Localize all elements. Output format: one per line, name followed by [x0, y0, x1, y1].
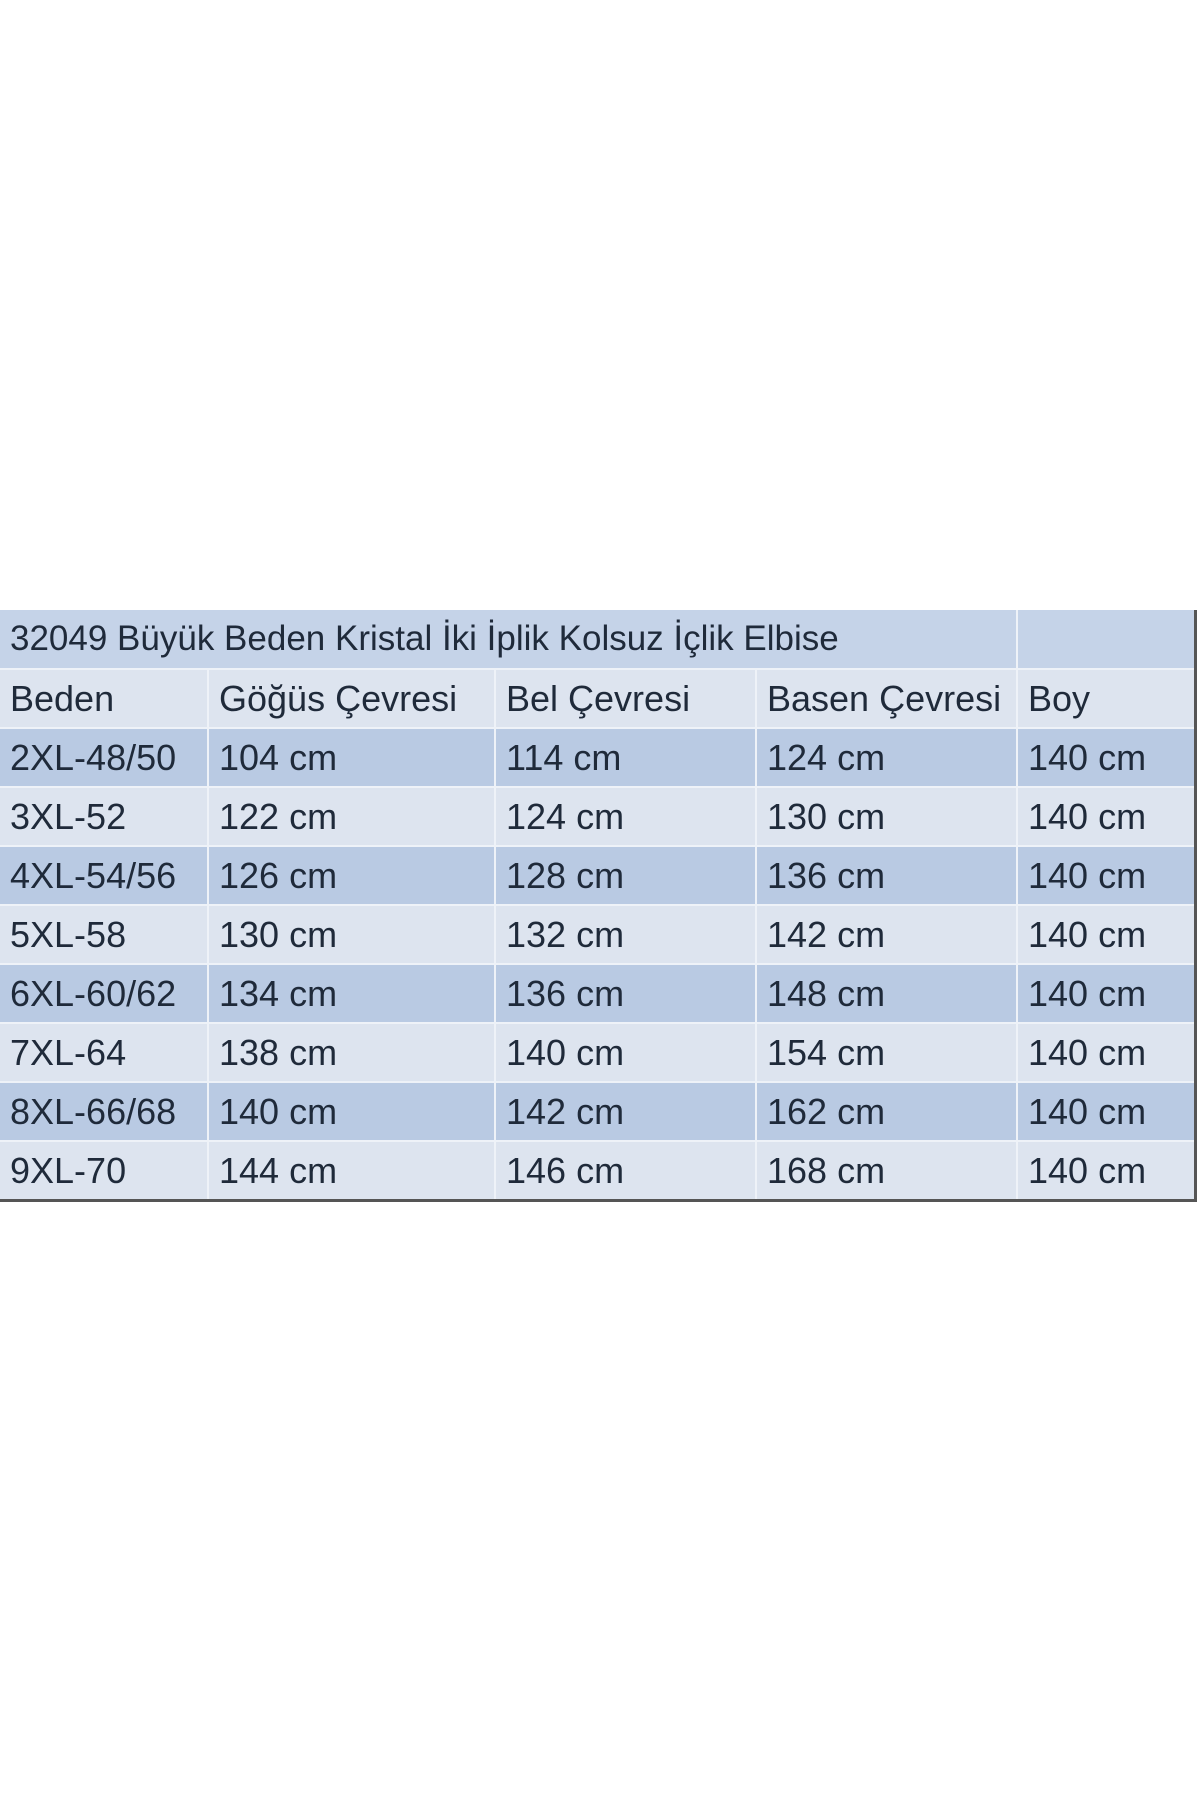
table-row: 4XL-54/56 126 cm 128 cm 136 cm 140 cm — [0, 846, 1196, 906]
cell-length: 140 cm — [1017, 728, 1196, 788]
cell-chest: 138 cm — [208, 1023, 496, 1083]
cell-hip: 148 cm — [756, 964, 1018, 1024]
cell-length: 140 cm — [1017, 1141, 1196, 1202]
cell-size: 3XL-52 — [0, 787, 209, 847]
cell-chest: 140 cm — [208, 1082, 496, 1142]
cell-length: 140 cm — [1017, 905, 1196, 965]
header-row: Beden Göğüs Çevresi Bel Çevresi Basen Çe… — [0, 669, 1196, 729]
cell-waist: 132 cm — [495, 905, 757, 965]
cell-waist: 142 cm — [495, 1082, 757, 1142]
header-length: Boy — [1017, 669, 1196, 729]
header-size: Beden — [0, 669, 209, 729]
cell-size: 8XL-66/68 — [0, 1082, 209, 1142]
cell-hip: 162 cm — [756, 1082, 1018, 1142]
title-row: 32049 Büyük Beden Kristal İki İplik Kols… — [0, 610, 1196, 670]
cell-waist: 114 cm — [495, 728, 757, 788]
cell-hip: 142 cm — [756, 905, 1018, 965]
table-row: 5XL-58 130 cm 132 cm 142 cm 140 cm — [0, 905, 1196, 965]
size-chart-table: 32049 Büyük Beden Kristal İki İplik Kols… — [0, 610, 1197, 1202]
cell-chest: 134 cm — [208, 964, 496, 1024]
header-hip: Basen Çevresi — [756, 669, 1018, 729]
cell-chest: 122 cm — [208, 787, 496, 847]
cell-length: 140 cm — [1017, 846, 1196, 906]
cell-waist: 146 cm — [495, 1141, 757, 1202]
cell-waist: 128 cm — [495, 846, 757, 906]
cell-size: 6XL-60/62 — [0, 964, 209, 1024]
cell-waist: 140 cm — [495, 1023, 757, 1083]
header-waist: Bel Çevresi — [495, 669, 757, 729]
cell-size: 7XL-64 — [0, 1023, 209, 1083]
cell-hip: 136 cm — [756, 846, 1018, 906]
cell-hip: 168 cm — [756, 1141, 1018, 1202]
cell-size: 9XL-70 — [0, 1141, 209, 1202]
table-row: 8XL-66/68 140 cm 142 cm 162 cm 140 cm — [0, 1082, 1196, 1142]
cell-waist: 136 cm — [495, 964, 757, 1024]
table-title: 32049 Büyük Beden Kristal İki İplik Kols… — [0, 610, 1018, 670]
table-row: 9XL-70 144 cm 146 cm 168 cm 140 cm — [0, 1141, 1196, 1202]
cell-chest: 144 cm — [208, 1141, 496, 1202]
cell-size: 4XL-54/56 — [0, 846, 209, 906]
cell-length: 140 cm — [1017, 1082, 1196, 1142]
cell-size: 2XL-48/50 — [0, 728, 209, 788]
cell-chest: 130 cm — [208, 905, 496, 965]
cell-length: 140 cm — [1017, 964, 1196, 1024]
cell-length: 140 cm — [1017, 787, 1196, 847]
table-row: 3XL-52 122 cm 124 cm 130 cm 140 cm — [0, 787, 1196, 847]
cell-hip: 124 cm — [756, 728, 1018, 788]
cell-length: 140 cm — [1017, 1023, 1196, 1083]
cell-waist: 124 cm — [495, 787, 757, 847]
table-row: 6XL-60/62 134 cm 136 cm 148 cm 140 cm — [0, 964, 1196, 1024]
table-row: 2XL-48/50 104 cm 114 cm 124 cm 140 cm — [0, 728, 1196, 788]
cell-chest: 126 cm — [208, 846, 496, 906]
cell-size: 5XL-58 — [0, 905, 209, 965]
cell-chest: 104 cm — [208, 728, 496, 788]
title-empty-cell — [1017, 610, 1196, 670]
header-chest: Göğüs Çevresi — [208, 669, 496, 729]
cell-hip: 154 cm — [756, 1023, 1018, 1083]
table-row: 7XL-64 138 cm 140 cm 154 cm 140 cm — [0, 1023, 1196, 1083]
cell-hip: 130 cm — [756, 787, 1018, 847]
